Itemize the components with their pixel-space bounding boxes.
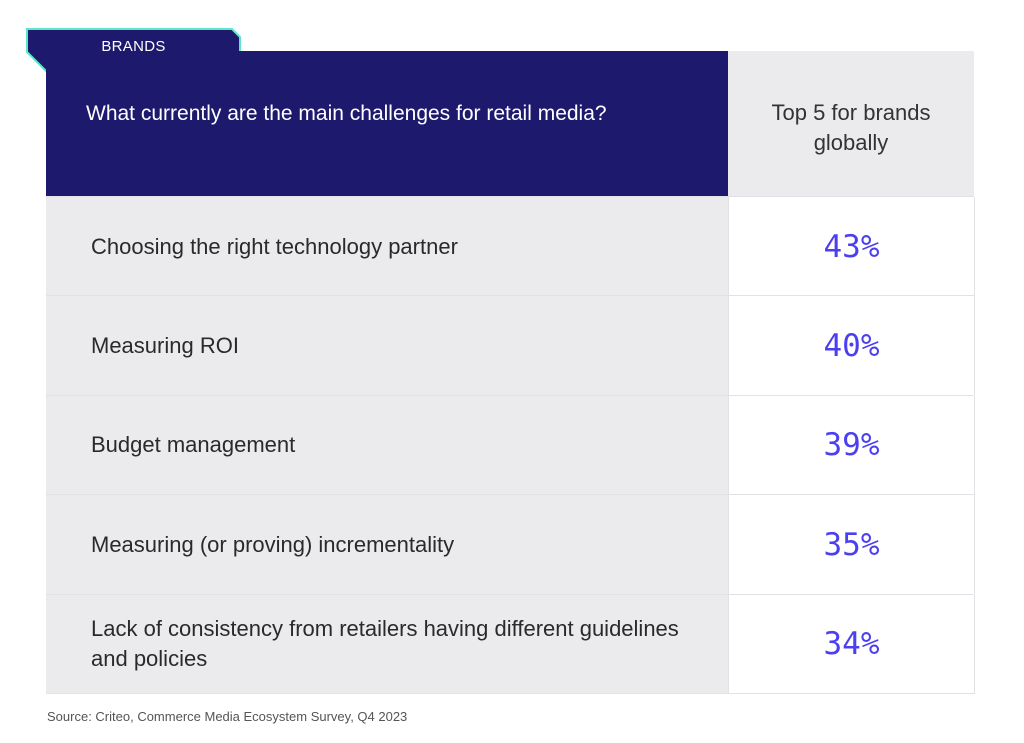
challenge-cell: Lack of consistency from retailers havin… bbox=[46, 594, 728, 694]
table-header: What currently are the main challenges f… bbox=[46, 51, 974, 196]
percentage-value: 35% bbox=[823, 526, 880, 563]
challenge-label: Choosing the right technology partner bbox=[91, 233, 458, 259]
header-question: What currently are the main challenges f… bbox=[86, 102, 607, 125]
percentage-cell: 34% bbox=[728, 594, 975, 694]
source-note: Source: Criteo, Commerce Media Ecosystem… bbox=[47, 709, 408, 724]
table-row: Measuring ROI 40% bbox=[46, 295, 975, 396]
percentage-value: 40% bbox=[823, 327, 880, 364]
table-row: Measuring (or proving) incrementality 35% bbox=[46, 494, 975, 595]
percentage-value: 39% bbox=[823, 427, 880, 464]
challenge-cell: Budget management bbox=[46, 395, 728, 495]
percentage-cell: 35% bbox=[728, 495, 975, 595]
percentage-cell: 40% bbox=[728, 296, 975, 396]
challenge-label: Measuring ROI bbox=[91, 332, 239, 358]
percentage-cell: 39% bbox=[728, 395, 975, 495]
challenge-cell: Measuring (or proving) incrementality bbox=[46, 495, 728, 595]
table-row: Budget management 39% bbox=[46, 394, 975, 495]
challenge-label: Lack of consistency from retailers havin… bbox=[91, 616, 679, 672]
challenge-cell: Measuring ROI bbox=[46, 296, 728, 396]
challenge-label: Budget management bbox=[91, 432, 296, 458]
percentage-value: 43% bbox=[823, 228, 880, 265]
challenge-cell: Choosing the right technology partner bbox=[46, 197, 728, 296]
table-bottom-border bbox=[46, 693, 974, 694]
percentage-cell: 43% bbox=[728, 197, 975, 296]
header-column-cell: Top 5 for brands globally bbox=[728, 51, 974, 196]
challenge-label: Measuring (or proving) incrementality bbox=[91, 531, 455, 557]
percentage-value: 34% bbox=[823, 626, 880, 663]
tag-label: BRANDS bbox=[101, 38, 166, 55]
header-column-title: Top 5 for brands globally bbox=[771, 100, 931, 155]
challenges-table: What currently are the main challenges f… bbox=[46, 51, 975, 694]
table-row: Choosing the right technology partner 43% bbox=[46, 196, 975, 296]
header-question-cell: What currently are the main challenges f… bbox=[46, 51, 728, 196]
table-row: Lack of consistency from retailers havin… bbox=[46, 593, 975, 694]
